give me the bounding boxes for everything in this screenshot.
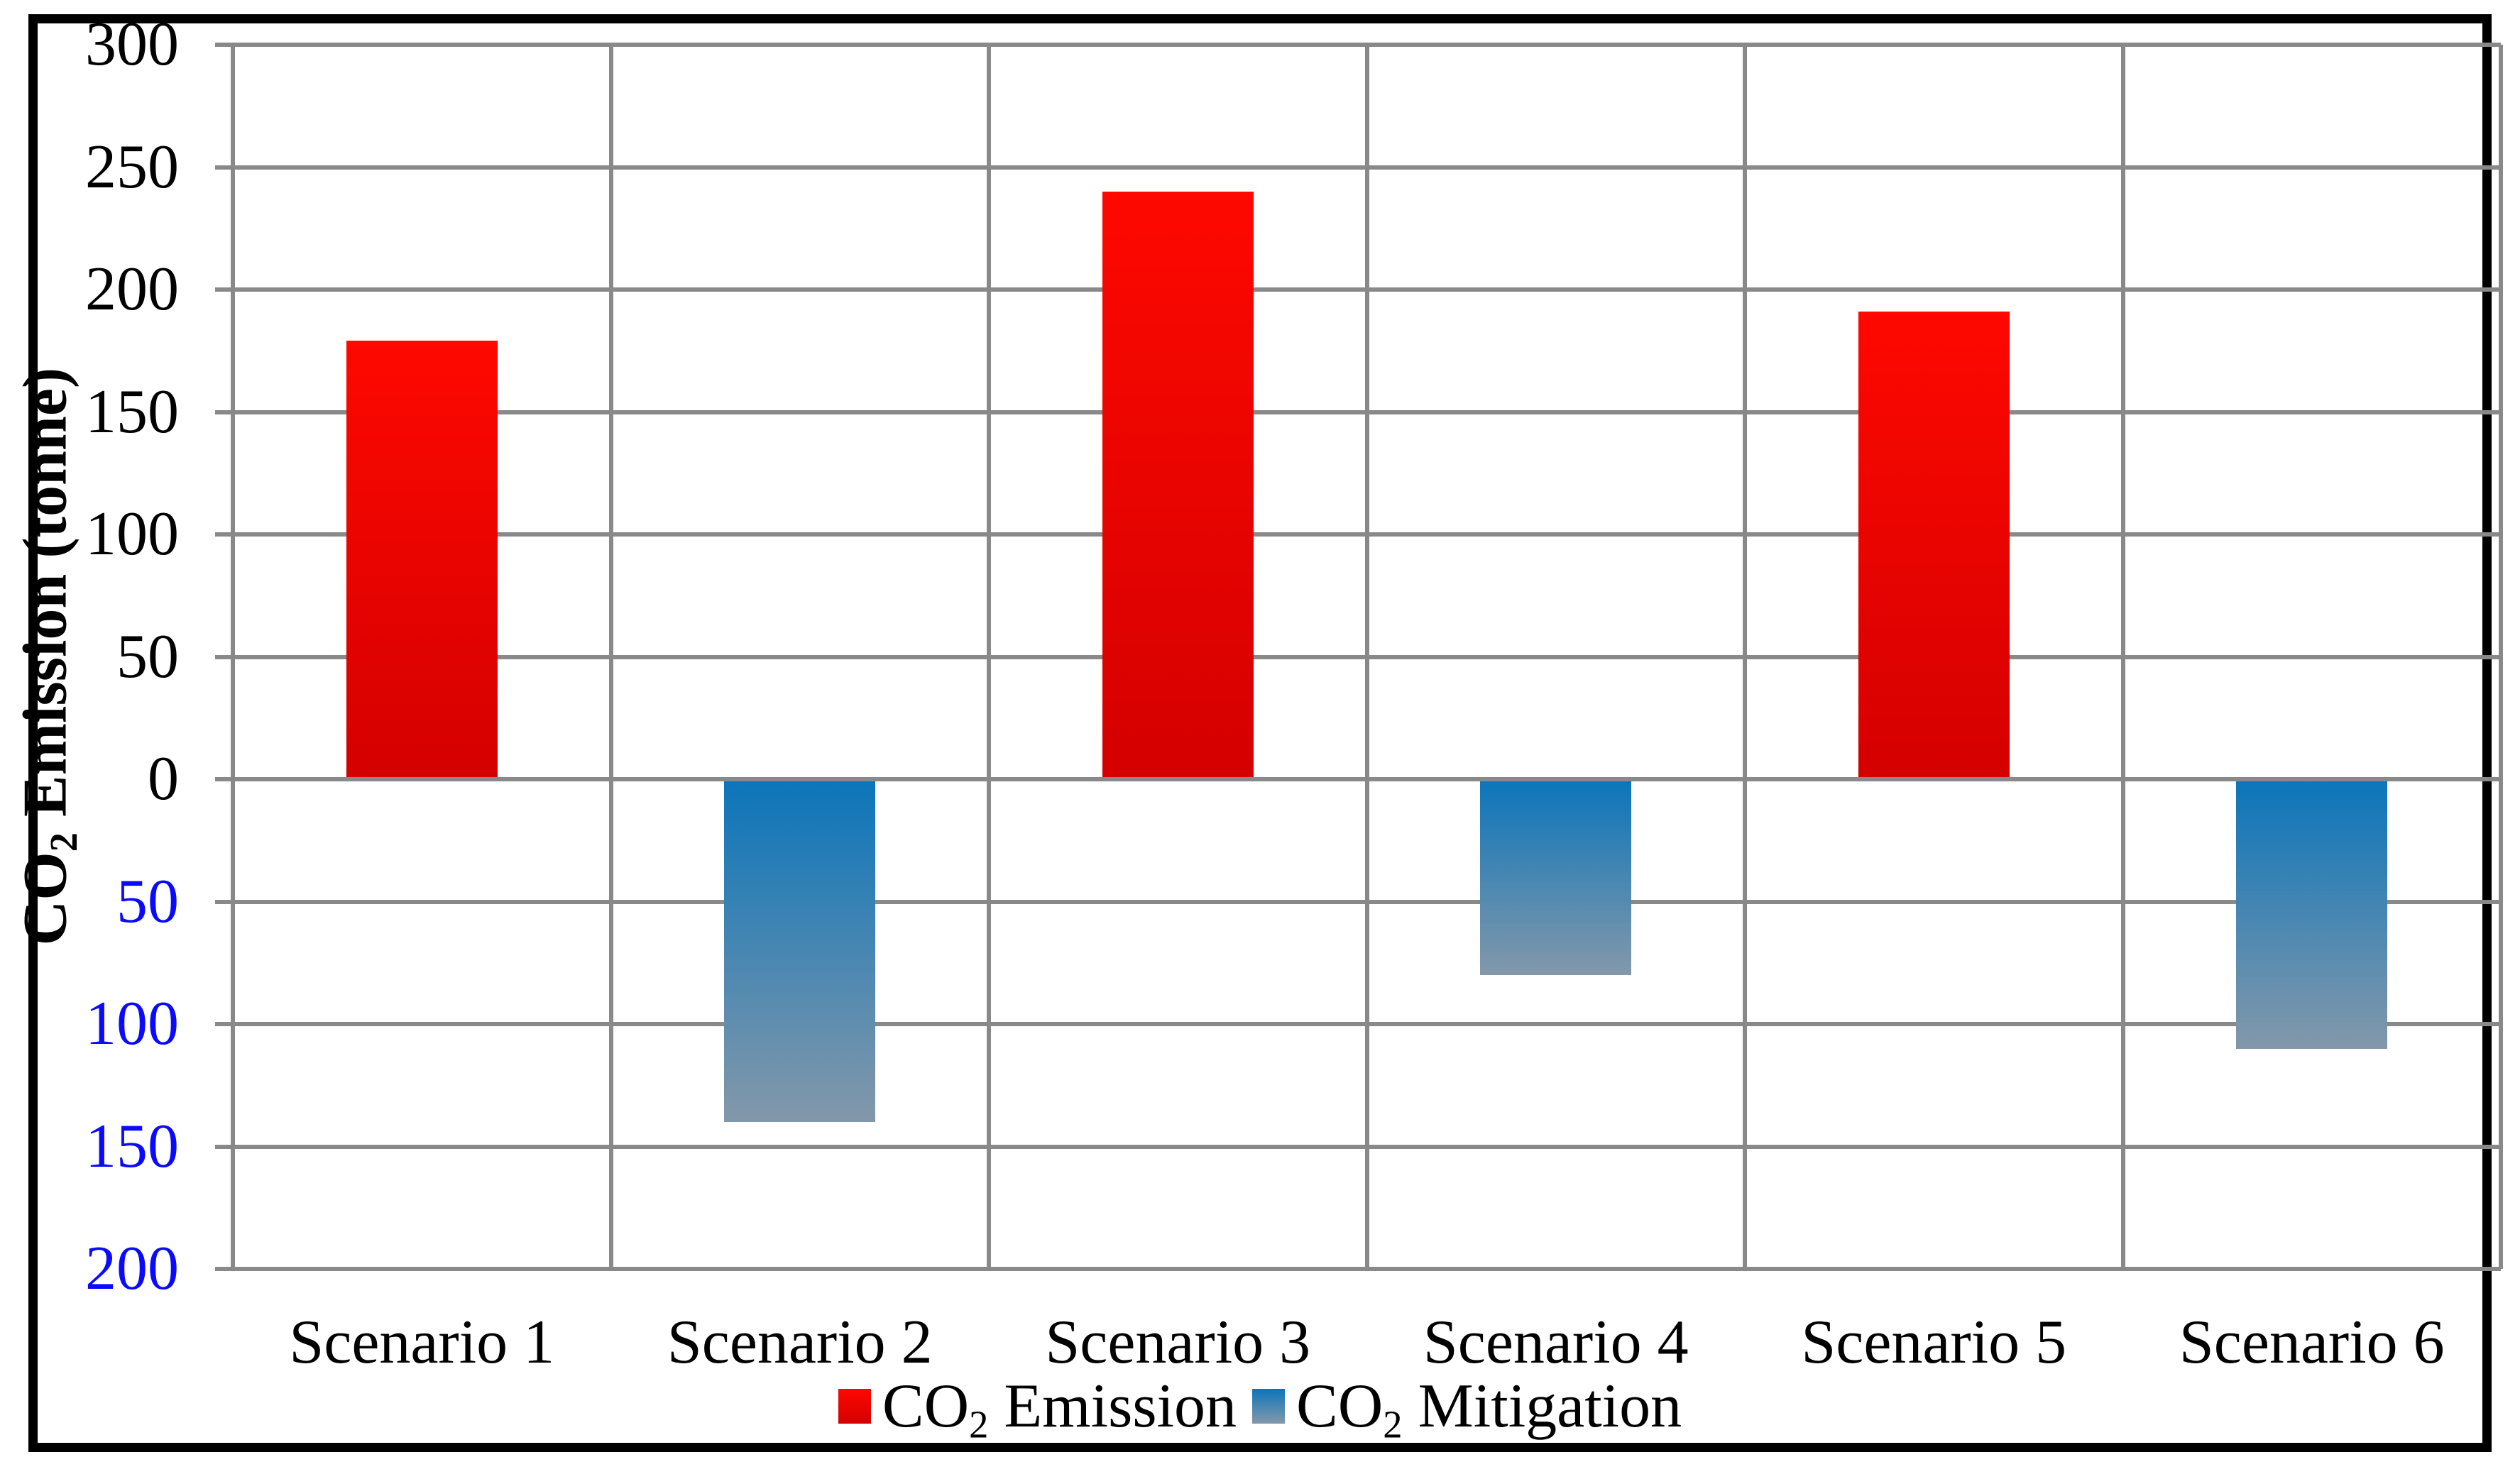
- legend-swatch-mitigation-icon: [1252, 1388, 1286, 1424]
- y-tick-mark: [215, 409, 233, 414]
- y-tick-label: 200: [85, 255, 179, 324]
- y-tick-mark: [215, 899, 233, 904]
- x-gridline: [231, 45, 235, 1269]
- y-tick-label: 0: [148, 744, 179, 813]
- y-tick-mark: [215, 1267, 233, 1271]
- y-tick-label: 150: [85, 1111, 179, 1181]
- bar-emission: [346, 341, 498, 777]
- bar-mitigation: [1480, 781, 1632, 975]
- y-tick-mark: [215, 777, 233, 781]
- y-tick-mark: [215, 165, 233, 170]
- y-tick-mark: [215, 287, 233, 292]
- y-tick-label: 200: [85, 1234, 179, 1303]
- x-gridline: [2120, 45, 2125, 1269]
- x-gridline: [1364, 45, 1369, 1269]
- y-tick-label: 250: [85, 132, 179, 202]
- y-tick-mark: [215, 43, 233, 47]
- y-tick-mark: [215, 654, 233, 659]
- x-category-label: Scenario 4: [1423, 1308, 1689, 1377]
- bar-mitigation: [724, 781, 876, 1122]
- x-category-label: Scenario 2: [667, 1308, 933, 1377]
- y-axis-title: CO2 Emission (tonne): [10, 367, 85, 946]
- legend-label-mitigation: CO2 Mitigation: [1296, 1371, 1682, 1446]
- y-axis-title-post: Emission (tonne): [11, 367, 80, 832]
- y-tick-mark: [215, 1144, 233, 1149]
- x-category-label: Scenario 3: [1045, 1308, 1311, 1377]
- y-tick-label: 50: [116, 622, 179, 691]
- legend-item-mitigation: CO2 Mitigation: [1252, 1370, 1682, 1446]
- y-tick-label: 300: [85, 10, 179, 79]
- legend-label-emission: CO2 Emission: [882, 1371, 1237, 1446]
- y-tick-label: 150: [85, 377, 179, 446]
- y-tick-label: 100: [85, 989, 179, 1058]
- y-axis-title-pre: CO: [11, 852, 80, 946]
- x-gridline: [2499, 45, 2503, 1269]
- y-tick-label: 50: [116, 867, 179, 936]
- legend-swatch-emission-icon: [838, 1388, 871, 1424]
- x-gridline: [1743, 45, 1747, 1269]
- y-tick-mark: [215, 1022, 233, 1026]
- x-category-label: Scenario 5: [1801, 1308, 2067, 1377]
- legend-item-emission: CO2 Emission: [838, 1370, 1237, 1446]
- bar-emission: [1102, 192, 1254, 777]
- x-gridline: [608, 45, 613, 1269]
- x-category-label: Scenario 1: [289, 1308, 555, 1377]
- y-tick-mark: [215, 532, 233, 537]
- y-tick-label: 100: [85, 500, 179, 568]
- legend: CO2 Emission CO2 Mitigation: [0, 1372, 2520, 1444]
- x-category-label: Scenario 6: [2179, 1308, 2445, 1377]
- bar-mitigation: [2236, 781, 2388, 1049]
- y-gridline: [233, 1267, 2501, 1271]
- y-axis-title-subscript: 2: [41, 832, 85, 852]
- x-gridline: [987, 45, 991, 1269]
- bar-emission: [1858, 312, 2010, 777]
